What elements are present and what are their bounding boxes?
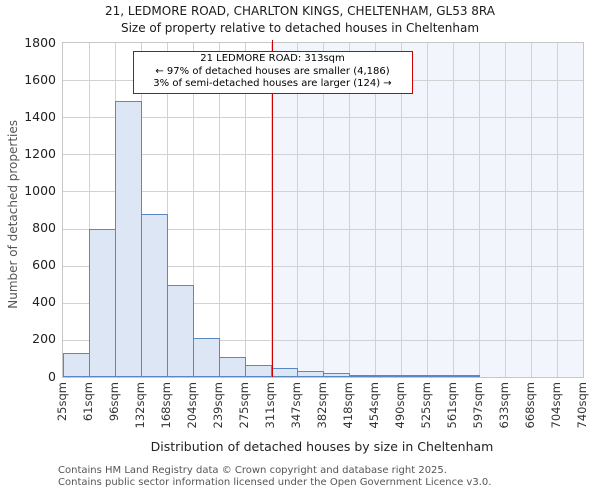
x-tick-label: 347sqm xyxy=(289,382,303,429)
x-tick-label: 204sqm xyxy=(185,382,199,429)
x-tick-label: 311sqm xyxy=(263,382,277,429)
x-tick-label: 275sqm xyxy=(237,382,251,429)
annotation-line-3: 3% of semi-detached houses are larger (1… xyxy=(153,78,392,90)
histogram-bar xyxy=(115,100,142,377)
attribution-footer: Contains HM Land Registry data © Crown c… xyxy=(58,465,491,488)
x-tick-label: 561sqm xyxy=(445,382,459,429)
y-tick-label: 1000 xyxy=(24,182,56,198)
x-tick-label: 454sqm xyxy=(367,382,381,429)
y-tick-label: 1600 xyxy=(24,71,56,87)
gridline-v xyxy=(349,43,350,377)
footer-line-1: Contains HM Land Registry data © Crown c… xyxy=(58,465,447,476)
gridline-v xyxy=(323,43,324,377)
x-tick-label: 61sqm xyxy=(81,382,95,422)
y-tick-label: 1800 xyxy=(24,34,56,50)
gridline-v xyxy=(89,43,90,377)
histogram-bar xyxy=(271,367,298,377)
gridline-v xyxy=(557,43,558,377)
property-size-marker-line xyxy=(271,40,274,377)
footer-line-2: Contains public sector information licen… xyxy=(58,476,492,488)
gridline-v xyxy=(297,43,298,377)
x-tick-label: 704sqm xyxy=(549,382,563,429)
x-tick-label: 668sqm xyxy=(523,382,537,429)
annotation-box: 21 LEDMORE ROAD: 313sqm ← 97% of detache… xyxy=(132,51,413,94)
x-tick-label: 525sqm xyxy=(419,382,433,429)
histogram-bar xyxy=(427,375,454,377)
chart-title: 21, LEDMORE ROAD, CHARLTON KINGS, CHELTE… xyxy=(105,4,495,18)
gridline-v xyxy=(193,43,194,377)
histogram-bar xyxy=(297,371,324,377)
gridline-v xyxy=(375,43,376,377)
x-tick-label: 25sqm xyxy=(55,382,69,422)
histogram-bar xyxy=(167,285,194,377)
x-tick-label: 633sqm xyxy=(497,382,511,429)
gridline-v xyxy=(167,43,168,377)
gridline-v xyxy=(271,43,272,377)
histogram-bar xyxy=(89,228,116,377)
x-tick-label: 96sqm xyxy=(107,382,121,422)
histogram-bar xyxy=(219,356,246,377)
y-tick-label: 0 xyxy=(48,368,56,384)
x-tick-label: 740sqm xyxy=(575,382,589,429)
gridline-v xyxy=(219,43,220,377)
histogram-bar xyxy=(375,375,402,377)
histogram-bar xyxy=(245,364,272,377)
x-tick-label: 597sqm xyxy=(471,382,485,429)
y-tick-label: 1200 xyxy=(24,145,56,161)
y-tick-label: 600 xyxy=(32,257,56,273)
x-tick-label: 239sqm xyxy=(211,382,225,429)
x-tick-label: 418sqm xyxy=(341,382,355,429)
histogram-bar xyxy=(453,375,480,377)
annotation-line-1: 21 LEDMORE ROAD: 313sqm xyxy=(200,53,345,64)
x-tick-label: 132sqm xyxy=(133,382,147,429)
gridline-v xyxy=(453,43,454,377)
y-tick-label: 800 xyxy=(32,220,56,236)
histogram-bar xyxy=(349,375,376,377)
y-tick-label: 200 xyxy=(32,331,56,347)
gridline-v xyxy=(427,43,428,377)
annotation-line-2: ← 97% of detached houses are smaller (4,… xyxy=(155,65,390,77)
chart-subtitle: Size of property relative to detached ho… xyxy=(120,21,480,35)
gridline-v xyxy=(505,43,506,377)
gridline-v xyxy=(245,43,246,377)
histogram-bar xyxy=(323,372,350,377)
y-tick-label: 400 xyxy=(32,294,56,310)
y-tick-label: 1400 xyxy=(24,108,56,124)
histogram-bar xyxy=(63,352,90,377)
histogram-bar xyxy=(141,213,168,377)
histogram-bar xyxy=(401,375,428,377)
plot-area: 21 LEDMORE ROAD: 313sqm ← 97% of detache… xyxy=(62,40,584,378)
x-axis-label: Distribution of detached houses by size … xyxy=(150,439,494,454)
x-tick-label: 490sqm xyxy=(393,382,407,429)
gridline-v xyxy=(479,43,480,377)
x-tick-label: 382sqm xyxy=(315,382,329,429)
gridline-v xyxy=(531,43,532,377)
x-tick-label: 168sqm xyxy=(159,382,173,429)
gridline-v xyxy=(401,43,402,377)
histogram-bar xyxy=(193,338,220,377)
